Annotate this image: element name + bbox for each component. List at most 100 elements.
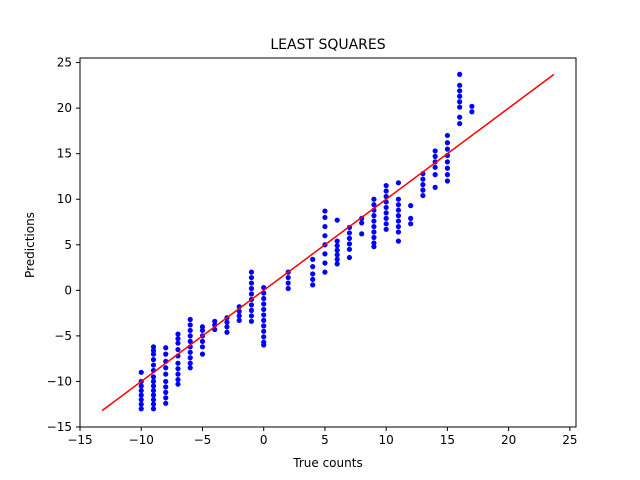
data-point (395, 223, 402, 230)
x-axis-label: True counts (292, 456, 362, 470)
data-point (359, 220, 365, 226)
data-point (285, 285, 291, 292)
data-point (322, 269, 328, 275)
data-point (248, 313, 255, 319)
data-point (261, 317, 267, 323)
data-point (150, 383, 157, 389)
data-point (457, 71, 463, 77)
data-point (383, 210, 389, 216)
x-tick-label: −10 (129, 433, 154, 447)
data-point (334, 247, 340, 253)
x-tick-label: 20 (501, 433, 516, 447)
x-tick-label: 15 (440, 433, 455, 447)
data-point (248, 318, 255, 324)
data-point (175, 371, 181, 377)
data-point (371, 244, 377, 250)
data-point (163, 384, 169, 390)
data-point (408, 221, 414, 227)
data-point (163, 395, 169, 401)
data-point (457, 82, 463, 88)
data-point (150, 362, 157, 368)
data-point (199, 351, 206, 357)
data-point (187, 322, 193, 328)
data-point (457, 114, 463, 120)
data-point (163, 351, 169, 357)
data-point (310, 264, 316, 270)
data-point (395, 202, 402, 208)
data-point (457, 88, 463, 94)
data-point (371, 213, 377, 219)
data-point (199, 327, 206, 334)
data-point (359, 231, 365, 237)
data-point (261, 295, 267, 302)
data-point (432, 153, 438, 159)
x-tick-label: −15 (67, 433, 92, 447)
data-point (261, 301, 267, 307)
data-point (383, 221, 389, 227)
data-point (150, 344, 157, 350)
data-point (175, 336, 181, 342)
data-point (163, 365, 169, 371)
data-point (248, 274, 255, 281)
data-point (383, 182, 389, 189)
data-point (444, 159, 451, 165)
data-point (457, 121, 463, 127)
data-point (175, 340, 181, 346)
data-point (322, 260, 328, 266)
data-point (420, 192, 426, 199)
data-point (371, 196, 377, 202)
x-tick-label: 5 (321, 433, 329, 447)
y-tick-label: 15 (57, 147, 72, 161)
data-point (138, 392, 144, 398)
data-point (322, 233, 328, 239)
fit-line (101, 73, 555, 412)
x-tick-label: 0 (260, 433, 268, 447)
data-point (150, 392, 157, 398)
data-point (150, 397, 157, 403)
data-point (444, 140, 451, 146)
data-point (224, 324, 230, 330)
data-point (310, 256, 316, 262)
data-point (150, 406, 157, 412)
data-point (187, 316, 193, 323)
data-point (187, 355, 193, 361)
data-point (261, 312, 267, 318)
data-point (420, 187, 426, 193)
y-axis-label: Predictions (23, 212, 37, 278)
data-point (199, 338, 206, 344)
data-point (248, 291, 255, 297)
data-point (187, 360, 193, 366)
data-point (261, 323, 267, 329)
data-point (187, 365, 193, 371)
data-point (310, 271, 316, 277)
data-point (383, 204, 389, 211)
data-point (163, 378, 169, 385)
data-point (334, 256, 340, 262)
data-point (175, 381, 181, 387)
data-point (138, 387, 144, 394)
data-point (187, 333, 193, 339)
data-point (285, 274, 291, 281)
data-point (408, 215, 414, 221)
data-point (383, 215, 389, 221)
data-point (150, 378, 157, 385)
data-point (395, 213, 402, 219)
data-point (175, 377, 181, 383)
data-point (420, 176, 426, 182)
data-point (175, 331, 181, 337)
y-tick-label: −15 (47, 420, 72, 434)
y-tick-label: 25 (57, 56, 72, 70)
data-point (371, 240, 377, 246)
data-point (432, 148, 438, 154)
data-point (187, 349, 193, 355)
data-point (334, 238, 340, 244)
data-point (383, 226, 389, 232)
data-point (261, 334, 267, 340)
data-point (138, 369, 144, 375)
data-point (395, 180, 402, 186)
data-point (469, 103, 475, 109)
data-point (138, 383, 144, 389)
x-tick-label: 25 (562, 433, 577, 447)
data-point (187, 327, 193, 334)
